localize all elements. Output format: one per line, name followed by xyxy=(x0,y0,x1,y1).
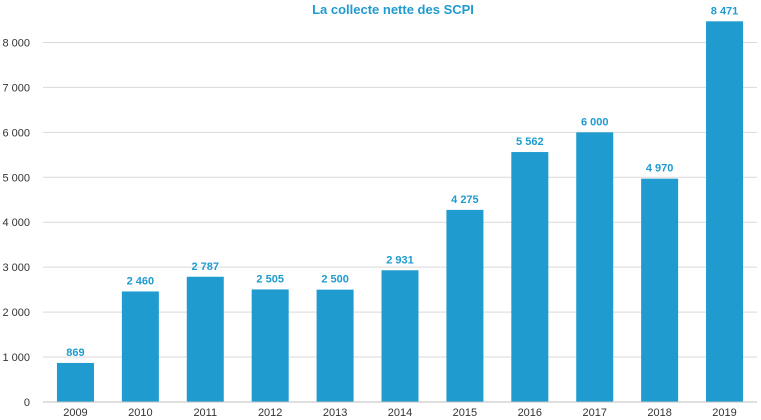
bar xyxy=(121,291,159,402)
bar xyxy=(186,276,224,402)
bar xyxy=(641,178,679,402)
x-tick-label: 2010 xyxy=(128,407,152,419)
data-label: 2 500 xyxy=(321,274,349,286)
data-label: 2 787 xyxy=(192,261,220,273)
y-tick-label: 8 000 xyxy=(2,37,30,49)
x-tick-label: 2019 xyxy=(712,407,736,419)
bars xyxy=(56,21,744,403)
x-tick-label: 2015 xyxy=(453,407,477,419)
bar xyxy=(511,152,549,402)
y-tick-label: 1 000 xyxy=(2,352,30,364)
x-tick-label: 2012 xyxy=(258,407,282,419)
bar xyxy=(251,289,289,402)
bar xyxy=(316,289,354,402)
y-axis-tick-labels: 0 1 000 2 000 3 000 4 000 5 000 6 000 7 000 8 00… xyxy=(2,37,30,409)
x-tick-label: 2011 xyxy=(193,407,217,419)
x-tick-label: 2017 xyxy=(582,407,606,419)
x-tick-label: 2016 xyxy=(518,407,542,419)
bar xyxy=(706,21,744,402)
data-label: 2 931 xyxy=(386,254,414,266)
x-tick-label: 2018 xyxy=(647,407,671,419)
data-labels: 869 2 460 2 787 2 505 2 500 2 931 4 275 5 562 6 … xyxy=(66,5,738,359)
y-tick-label: 3 000 xyxy=(2,262,30,274)
bar xyxy=(56,362,94,402)
y-tick-label: 7 000 xyxy=(2,82,30,94)
data-label: 2 460 xyxy=(127,275,155,287)
y-tick-label: 0 xyxy=(24,397,30,409)
chart-title: La collecte nette des SCPI xyxy=(312,2,474,17)
x-axis-tick-labels: 2009 2010 2011 2012 2013 2014 2015 2016 2017 2018… xyxy=(63,407,737,419)
y-tick-label: 2 000 xyxy=(2,307,30,319)
data-label: 869 xyxy=(66,347,84,359)
bar xyxy=(446,209,484,402)
data-label: 4 275 xyxy=(451,194,479,206)
x-tick-label: 2014 xyxy=(388,407,412,419)
y-tick-label: 6 000 xyxy=(2,127,30,139)
bar xyxy=(381,270,419,402)
bar xyxy=(576,132,614,403)
x-tick-label: 2013 xyxy=(323,407,347,419)
x-tick-label: 2009 xyxy=(63,407,87,419)
data-label: 5 562 xyxy=(516,136,544,148)
y-tick-label: 4 000 xyxy=(2,217,30,229)
data-label: 8 471 xyxy=(711,5,739,17)
grid-lines xyxy=(43,41,757,358)
data-label: 4 970 xyxy=(646,163,674,175)
data-label: 6 000 xyxy=(581,116,609,128)
y-tick-label: 5 000 xyxy=(2,172,30,184)
data-label: 2 505 xyxy=(256,273,284,285)
